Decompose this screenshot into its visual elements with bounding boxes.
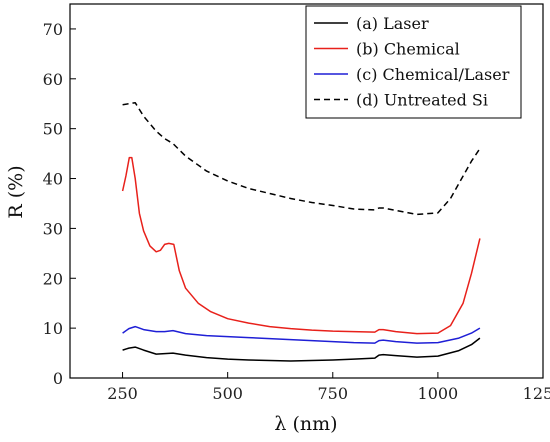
y-tick-label: 30 [43, 219, 63, 238]
x-tick-label: 250 [107, 384, 138, 403]
x-tick-label: 1000 [418, 384, 459, 403]
y-tick-label: 60 [43, 70, 63, 89]
y-tick-label: 70 [43, 20, 63, 39]
series-line-2 [121, 156, 481, 335]
x-tick-label: 500 [212, 384, 243, 403]
y-tick-label: 10 [43, 319, 63, 338]
x-axis-title: λ (nm) [274, 413, 337, 435]
legend-label-3: (c) Chemical/Laser [356, 65, 510, 84]
y-tick-label: 0 [53, 369, 63, 388]
legend-label-4: (d) Untreated Si [356, 91, 488, 110]
y-tick-label: 20 [43, 269, 63, 288]
y-tick-label: 50 [43, 120, 63, 139]
series-line-1 [122, 337, 481, 362]
series-lines [121, 101, 481, 362]
series-line-3 [122, 325, 481, 344]
legend-label-1: (a) Laser [356, 14, 429, 33]
legend: (a) Laser (b) Chemical (c) Chemical/Laser (… [305, 5, 522, 119]
y-tick-label: 40 [43, 170, 63, 189]
y-axis-title: R (%) [5, 165, 27, 218]
legend-label-2: (b) Chemical [356, 40, 460, 59]
series-line-4 [122, 101, 481, 216]
x-tick-label: 750 [318, 384, 349, 403]
plot-frame [69, 3, 544, 379]
legend-box [305, 5, 522, 119]
